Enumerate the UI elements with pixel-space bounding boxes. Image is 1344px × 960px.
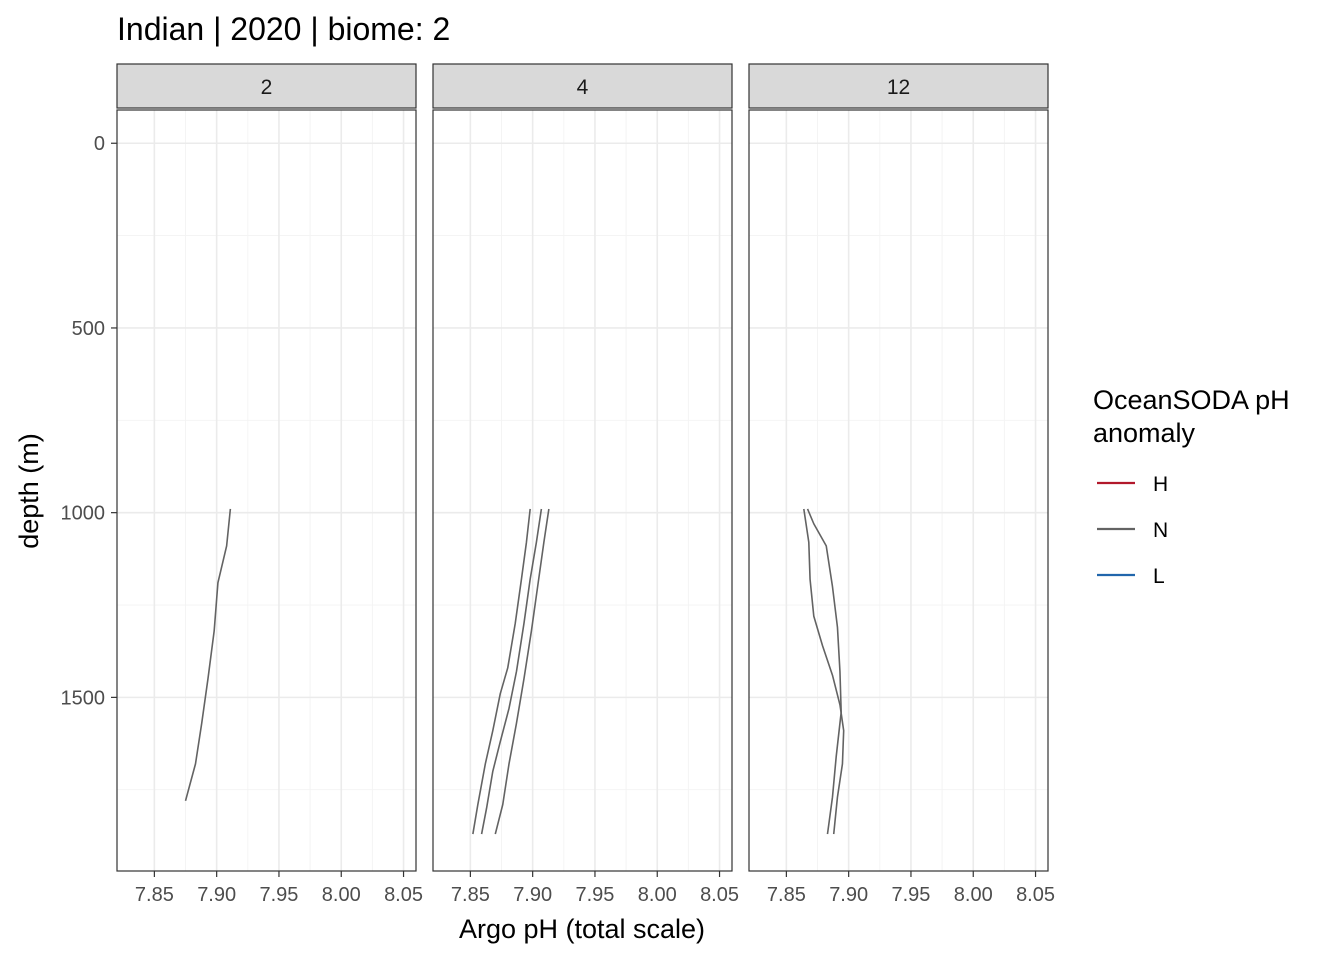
legend-entries: HNL	[1097, 473, 1168, 588]
panel-border	[116, 109, 417, 872]
x-tick-label: 7.95	[891, 884, 930, 906]
x-tick-label: 7.85	[451, 884, 490, 906]
facet-panel-2: 2 7.85 7.90 7.95 8.00 8.05	[116, 63, 423, 906]
legend-label: L	[1153, 565, 1165, 588]
y-tick-label: 0	[94, 133, 105, 155]
x-tick-label: 8.05	[384, 884, 423, 906]
facet-strip	[748, 63, 1049, 109]
panel-background	[433, 110, 732, 871]
x-axis-title: Argo pH (total scale)	[459, 914, 705, 944]
profile-line-N	[494, 508, 550, 835]
profile-line-N	[472, 508, 531, 835]
legend-entry-N: N	[1097, 519, 1168, 542]
y-axis: 0 500 1000 1500	[61, 133, 117, 709]
x-tick-label: 7.85	[135, 884, 174, 906]
x-tick-label: 8.05	[1016, 884, 1055, 906]
legend-entry-L: L	[1097, 565, 1165, 588]
legend-label: N	[1153, 519, 1168, 542]
facet-strip-label: 4	[577, 76, 589, 99]
panel-background	[749, 110, 1048, 871]
x-tick-label: 7.95	[259, 884, 298, 906]
facet-panels: 2 7.85 7.90 7.95 8.00 8.05 4 7.85 7.90 7.95 8.00 8.…	[116, 63, 1055, 906]
panel-border	[748, 109, 1049, 872]
y-tick-label: 1000	[61, 503, 106, 525]
legend-entry-H: H	[1097, 473, 1168, 496]
facet-strip	[116, 63, 417, 109]
facet-strip	[432, 63, 733, 109]
facet-panel-4: 4 7.85 7.90 7.95 8.00 8.05	[432, 63, 739, 906]
legend-title-line-1: OceanSODA pH	[1093, 385, 1290, 415]
y-tick-label: 1500	[61, 687, 106, 709]
x-tick-label: 7.95	[575, 884, 614, 906]
x-tick-label: 7.90	[197, 884, 236, 906]
x-tick-label: 8.05	[700, 884, 739, 906]
x-tick-label: 8.00	[322, 884, 361, 906]
y-axis-title: depth (m)	[14, 433, 44, 549]
x-tick-label: 7.85	[767, 884, 806, 906]
x-tick-label: 7.90	[829, 884, 868, 906]
x-tick-label: 8.00	[954, 884, 993, 906]
chart-title: Indian | 2020 | biome: 2	[117, 11, 450, 47]
profile-line-N	[184, 508, 232, 802]
panel-border	[432, 109, 733, 872]
legend: OceanSODA pH anomaly HNL	[1093, 385, 1290, 588]
facet-strip-label: 12	[887, 76, 910, 99]
profile-line-N	[803, 508, 845, 835]
y-tick-label: 500	[72, 318, 105, 340]
facet-panel-12: 12 7.85 7.90 7.95 8.00 8.05	[748, 63, 1055, 906]
x-tick-label: 8.00	[638, 884, 677, 906]
profile-line-N	[806, 508, 842, 835]
profile-line-N	[480, 508, 543, 835]
legend-label: H	[1153, 473, 1168, 496]
x-tick-label: 7.90	[513, 884, 552, 906]
legend-title-line-2: anomaly	[1093, 418, 1196, 448]
facet-strip-label: 2	[261, 76, 273, 99]
panel-background	[117, 110, 416, 871]
